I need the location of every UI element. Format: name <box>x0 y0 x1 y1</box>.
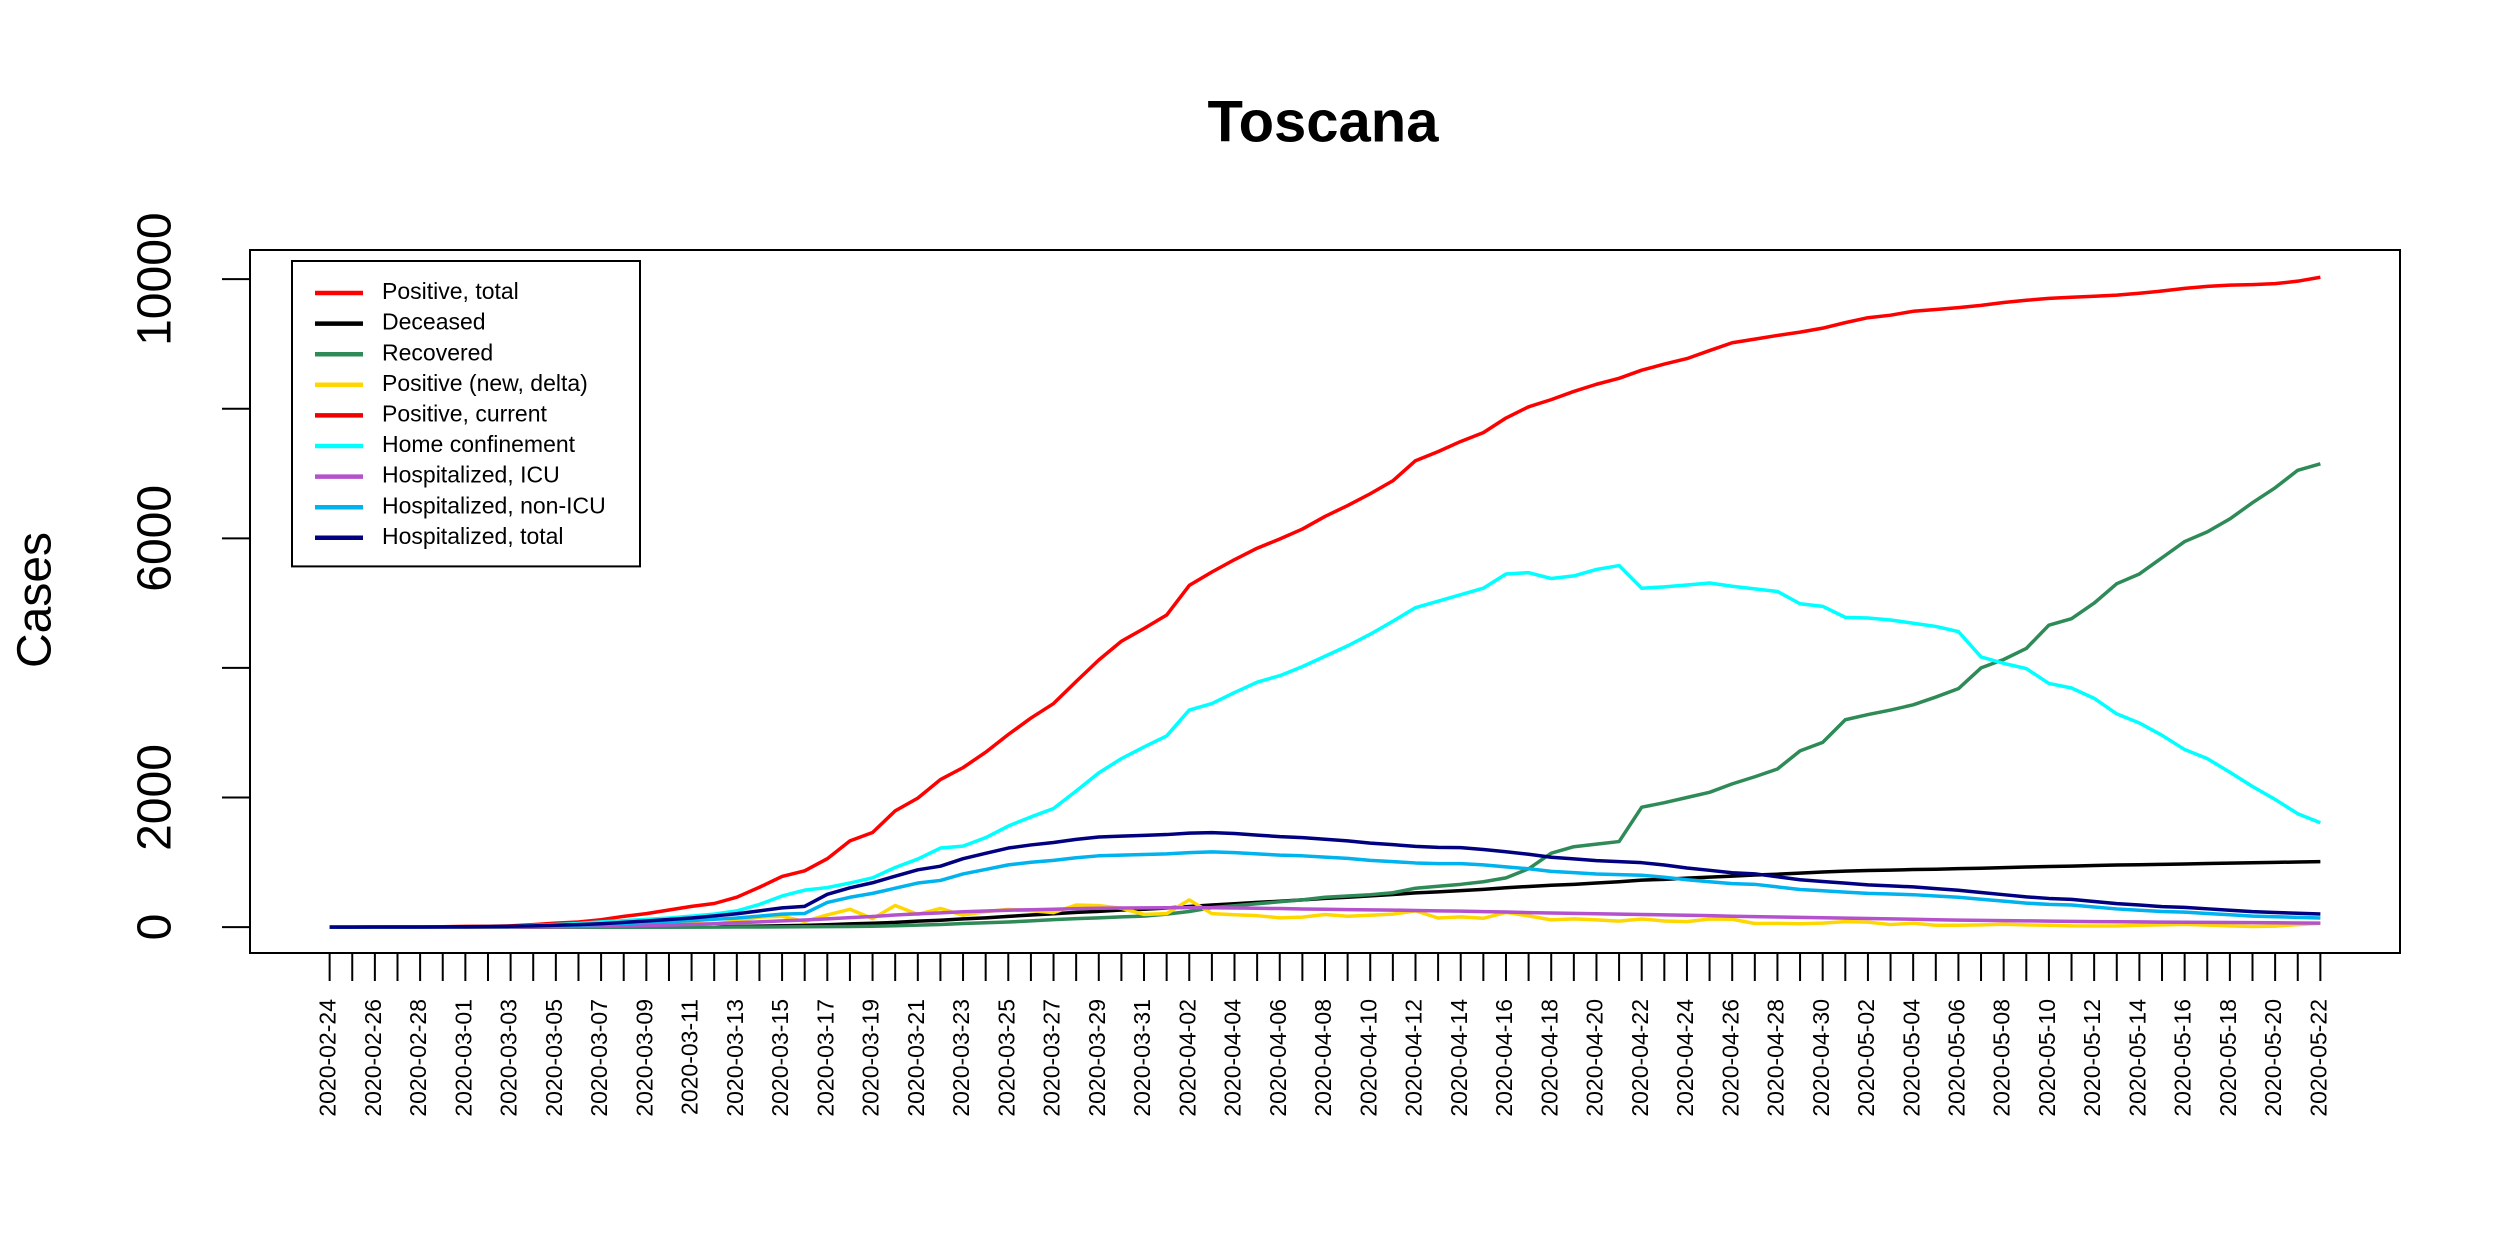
x-tick-label: 2020-04-18 <box>1536 999 1562 1117</box>
x-tick-label: 2020-05-14 <box>2124 999 2150 1117</box>
x-tick-label: 2020-02-28 <box>405 999 431 1117</box>
x-tick-label: 2020-04-24 <box>1672 999 1698 1117</box>
series-line <box>329 275 2321 929</box>
x-tick-label: 2020-04-20 <box>1582 999 1608 1117</box>
x-tick-label: 2020-04-22 <box>1627 999 1653 1117</box>
x-tick-label: 2020-03-11 <box>677 999 703 1115</box>
x-tick-label: 2020-05-16 <box>2170 999 2196 1117</box>
x-tick-label: 2020-03-07 <box>586 999 612 1117</box>
plot-box <box>249 249 2401 954</box>
x-tick-label: 2020-04-10 <box>1355 999 1381 1117</box>
x-tick-label: 2020-05-02 <box>1853 999 1879 1117</box>
x-tick-label: 2020-03-01 <box>450 999 476 1117</box>
x-tick-label: 2020-05-04 <box>1898 999 1924 1117</box>
x-tick-label: 2020-04-26 <box>1717 999 1743 1117</box>
x-tick-label: 2020-03-31 <box>1129 999 1155 1117</box>
legend-label: Hospitalized, total <box>382 523 564 549</box>
x-tick-label: 2020-04-12 <box>1401 999 1427 1117</box>
x-tick-label: 2020-04-30 <box>1808 999 1834 1117</box>
x-tick-label: 2020-04-28 <box>1763 999 1789 1117</box>
legend-label: Positive, total <box>382 278 519 304</box>
x-tick-label: 2020-05-20 <box>2260 999 2286 1117</box>
x-tick-label: 2020-03-27 <box>1039 999 1065 1117</box>
legend-label: Positive (new, delta) <box>382 370 588 396</box>
x-tick-label: 2020-03-05 <box>541 999 567 1117</box>
y-tick-label: 2000 <box>129 744 182 851</box>
x-tick-label: 2020-05-12 <box>2079 999 2105 1117</box>
x-tick-label: 2020-03-19 <box>858 999 884 1117</box>
x-tick-label: 2020-03-29 <box>1084 999 1110 1117</box>
legend-label: Deceased <box>382 309 486 335</box>
x-tick-label: 2020-04-02 <box>1174 999 1200 1117</box>
x-tick-label: 2020-03-15 <box>767 999 793 1117</box>
y-tick-label: 10000 <box>129 212 182 345</box>
x-tick-label: 2020-04-16 <box>1491 999 1517 1117</box>
legend-label: Positive, current <box>382 400 548 426</box>
x-tick-label: 2020-04-06 <box>1265 999 1291 1117</box>
x-tick-label: 2020-03-13 <box>722 999 748 1117</box>
chart-title: Toscana <box>1207 89 1439 154</box>
x-tick-label: 2020-05-06 <box>1943 999 1969 1117</box>
x-tick-label: 2020-03-09 <box>631 999 657 1117</box>
series-line <box>329 850 2321 929</box>
legend-label: Hospitalized, non-ICU <box>382 492 606 518</box>
y-tick-label: 6000 <box>129 485 182 592</box>
x-tick-label: 2020-05-10 <box>2034 999 2060 1117</box>
x-tick-label: 2020-04-04 <box>1220 999 1246 1117</box>
legend-label: Recovered <box>382 339 493 365</box>
x-tick-label: 2020-05-18 <box>2215 999 2241 1117</box>
x-tick-label: 2020-03-21 <box>903 999 929 1117</box>
y-axis-label: Cases <box>9 532 62 668</box>
series-line <box>329 462 2321 929</box>
x-tick-label: 2020-03-23 <box>948 999 974 1117</box>
series-line <box>329 905 2321 929</box>
x-tick-label: 2020-05-08 <box>1989 999 2015 1117</box>
x-tick-label: 2020-03-25 <box>993 999 1019 1117</box>
x-tick-label: 2020-03-17 <box>812 999 838 1117</box>
x-tick-label: 2020-05-22 <box>2305 999 2331 1117</box>
series-line <box>329 830 2321 929</box>
y-tick-label: 0 <box>129 914 182 941</box>
x-tick-label: 2020-04-08 <box>1310 999 1336 1117</box>
legend-label: Hospitalized, ICU <box>382 462 560 488</box>
x-tick-label: 2020-03-03 <box>496 999 522 1117</box>
x-tick-label: 2020-04-14 <box>1446 999 1472 1117</box>
legend-label: Home confinement <box>382 431 576 457</box>
x-tick-label: 2020-02-26 <box>360 999 386 1117</box>
x-tick-label: 2020-02-24 <box>315 999 341 1117</box>
